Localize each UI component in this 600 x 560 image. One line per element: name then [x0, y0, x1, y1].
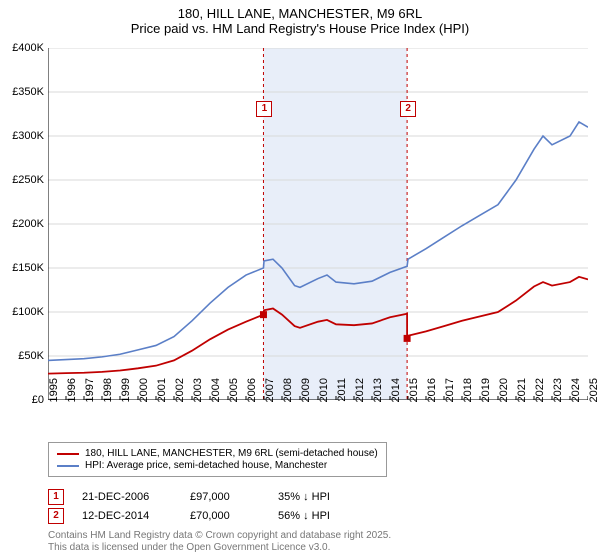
y-tick-label: £300K [2, 130, 44, 142]
chart-container: 180, HILL LANE, MANCHESTER, M9 6RL Price… [0, 0, 600, 560]
title-address: 180, HILL LANE, MANCHESTER, M9 6RL [0, 6, 600, 21]
x-tick-label: 1997 [84, 378, 96, 418]
footer-line: Contains HM Land Registry data © Crown c… [48, 530, 391, 542]
x-tick-label: 2014 [390, 378, 402, 418]
events-table: 1 21-DEC-2006 £97,000 35% ↓ HPI 2 12-DEC… [48, 486, 378, 527]
y-tick-label: £150K [2, 262, 44, 274]
x-tick-label: 2006 [246, 378, 258, 418]
x-tick-label: 2010 [318, 378, 330, 418]
legend-swatch [57, 465, 79, 467]
title-subtitle: Price paid vs. HM Land Registry's House … [0, 21, 600, 36]
event-price: £97,000 [190, 491, 260, 503]
legend-label: 180, HILL LANE, MANCHESTER, M9 6RL (semi… [85, 448, 378, 459]
chart-plot-area: £0£50K£100K£150K£200K£250K£300K£350K£400… [48, 48, 588, 400]
x-tick-label: 1995 [48, 378, 60, 418]
x-tick-label: 2020 [498, 378, 510, 418]
y-tick-label: £250K [2, 174, 44, 186]
event-row: 2 12-DEC-2014 £70,000 56% ↓ HPI [48, 508, 378, 524]
x-tick-label: 2001 [156, 378, 168, 418]
x-tick-label: 2002 [174, 378, 186, 418]
chart-marker-label: 2 [400, 101, 416, 117]
x-tick-label: 2019 [480, 378, 492, 418]
event-price: £70,000 [190, 510, 260, 522]
y-tick-label: £350K [2, 86, 44, 98]
chart-marker-label: 1 [256, 101, 272, 117]
legend-item: HPI: Average price, semi-detached house,… [57, 460, 378, 471]
event-marker: 2 [48, 508, 64, 524]
y-tick-label: £400K [2, 42, 44, 54]
x-tick-label: 2017 [444, 378, 456, 418]
x-tick-label: 2015 [408, 378, 420, 418]
x-tick-label: 2021 [516, 378, 528, 418]
x-tick-label: 2018 [462, 378, 474, 418]
event-date: 12-DEC-2014 [82, 510, 172, 522]
x-tick-label: 2012 [354, 378, 366, 418]
x-tick-label: 1998 [102, 378, 114, 418]
x-tick-label: 2013 [372, 378, 384, 418]
x-tick-label: 2009 [300, 378, 312, 418]
event-diff: 35% ↓ HPI [278, 491, 378, 503]
x-tick-label: 2003 [192, 378, 204, 418]
x-tick-label: 2025 [588, 378, 600, 418]
x-tick-label: 1999 [120, 378, 132, 418]
footer-attribution: Contains HM Land Registry data © Crown c… [48, 530, 391, 554]
y-tick-label: £50K [2, 350, 44, 362]
x-tick-label: 2022 [534, 378, 546, 418]
event-marker: 1 [48, 489, 64, 505]
x-tick-label: 2007 [264, 378, 276, 418]
footer-line: This data is licensed under the Open Gov… [48, 542, 391, 554]
y-tick-label: £100K [2, 306, 44, 318]
x-tick-label: 2011 [336, 378, 348, 418]
y-tick-label: £0 [2, 394, 44, 406]
x-tick-label: 2005 [228, 378, 240, 418]
x-tick-label: 1996 [66, 378, 78, 418]
legend-box: 180, HILL LANE, MANCHESTER, M9 6RL (semi… [48, 442, 387, 477]
y-tick-label: £200K [2, 218, 44, 230]
x-tick-label: 2004 [210, 378, 222, 418]
x-tick-label: 2008 [282, 378, 294, 418]
event-date: 21-DEC-2006 [82, 491, 172, 503]
x-tick-label: 2023 [552, 378, 564, 418]
legend-label: HPI: Average price, semi-detached house,… [85, 460, 327, 471]
legend-swatch [57, 453, 79, 455]
chart-svg [48, 48, 588, 400]
title-block: 180, HILL LANE, MANCHESTER, M9 6RL Price… [0, 0, 600, 36]
event-row: 1 21-DEC-2006 £97,000 35% ↓ HPI [48, 489, 378, 505]
legend-item: 180, HILL LANE, MANCHESTER, M9 6RL (semi… [57, 448, 378, 459]
event-diff: 56% ↓ HPI [278, 510, 378, 522]
x-tick-label: 2016 [426, 378, 438, 418]
x-tick-label: 2000 [138, 378, 150, 418]
x-tick-label: 2024 [570, 378, 582, 418]
